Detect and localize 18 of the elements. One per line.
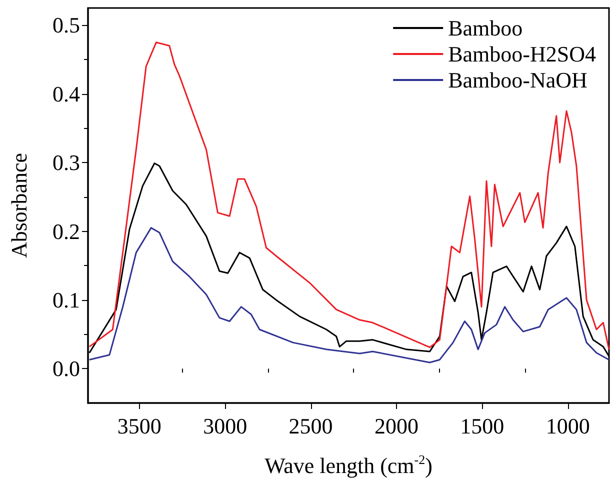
legend-label: Bamboo-NaOH (448, 68, 588, 92)
x-tick-label: 1000 (546, 414, 590, 438)
y-tick-label: 0.1 (52, 287, 80, 312)
line-series (88, 227, 610, 364)
y-tick-label: 0.2 (52, 218, 80, 244)
y-tick-label: 0.5 (52, 12, 80, 38)
x-tick-label: 3500 (117, 414, 162, 438)
y-tick-label: 0.3 (52, 150, 80, 176)
x-tick-label: 2500 (288, 414, 333, 438)
y-tick-label: 0.4 (52, 81, 80, 106)
legend-label: Bamboo (448, 16, 523, 40)
x-tick-label: 3000 (203, 414, 248, 438)
legend-label: Bamboo-H2SO4 (448, 42, 596, 66)
y-tick-label: 0.0 (52, 356, 80, 382)
x-tick-label: 2000 (374, 414, 418, 438)
line-series (88, 42, 610, 350)
x-tick-label: 1500 (460, 414, 504, 438)
y-axis-title: Absorbance (6, 152, 32, 258)
